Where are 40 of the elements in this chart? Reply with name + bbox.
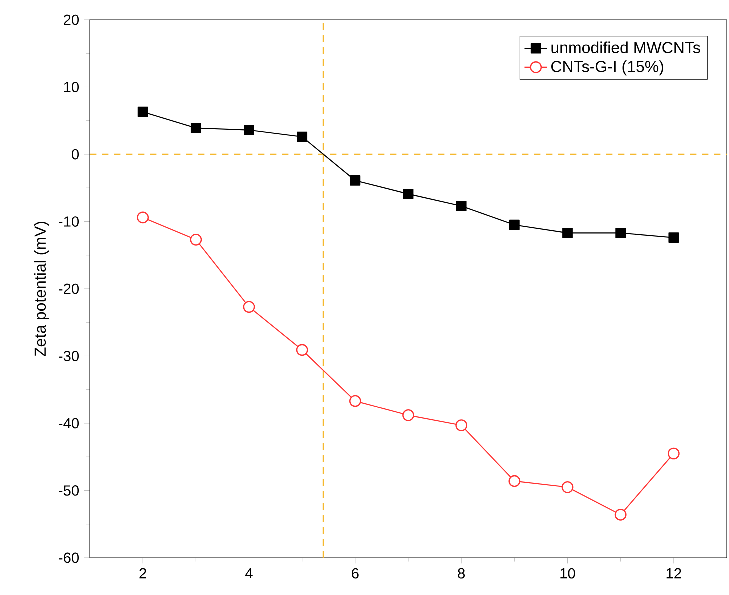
point bbox=[562, 481, 574, 494]
legend-label: CNTs-G-I (15%) bbox=[552, 60, 664, 76]
point bbox=[562, 228, 573, 238]
point bbox=[296, 344, 308, 356]
point bbox=[456, 201, 467, 212]
y-tick-label: 0 bbox=[72, 149, 80, 160]
point bbox=[137, 212, 150, 224]
point bbox=[403, 188, 414, 200]
y-tick-label: -40 bbox=[59, 418, 80, 429]
point bbox=[509, 220, 520, 230]
y-tick-label: -60 bbox=[59, 552, 80, 564]
x-tick-label: 8 bbox=[458, 568, 466, 579]
y-tick-label: -10 bbox=[59, 216, 80, 227]
point bbox=[668, 448, 680, 460]
y-tick-label: -20 bbox=[59, 284, 80, 294]
point bbox=[243, 301, 256, 314]
point bbox=[350, 176, 361, 186]
y-tick-label: -50 bbox=[59, 486, 80, 496]
x-tick-label: 4 bbox=[246, 568, 253, 578]
point bbox=[244, 125, 254, 136]
x-tick-label: 2 bbox=[140, 568, 146, 579]
point bbox=[668, 232, 680, 244]
y-tick-label: 10 bbox=[64, 82, 80, 92]
x-tick-label: 12 bbox=[666, 568, 682, 579]
point bbox=[190, 123, 202, 134]
point bbox=[349, 395, 362, 408]
point bbox=[616, 228, 626, 238]
y-tick-label: -30 bbox=[59, 351, 80, 362]
point bbox=[190, 234, 202, 246]
y-axis-title: Zeta potential (mV) bbox=[34, 222, 50, 357]
point bbox=[456, 420, 468, 432]
point bbox=[508, 475, 521, 488]
legend-label: unmodified MWCNTs bbox=[552, 42, 700, 54]
x-tick-label: 6 bbox=[352, 568, 359, 579]
point bbox=[614, 509, 627, 521]
point bbox=[402, 409, 414, 422]
point bbox=[297, 132, 308, 142]
y-tick-label: 20 bbox=[64, 14, 80, 26]
point bbox=[138, 106, 148, 118]
x-tick-label: 10 bbox=[560, 568, 576, 579]
